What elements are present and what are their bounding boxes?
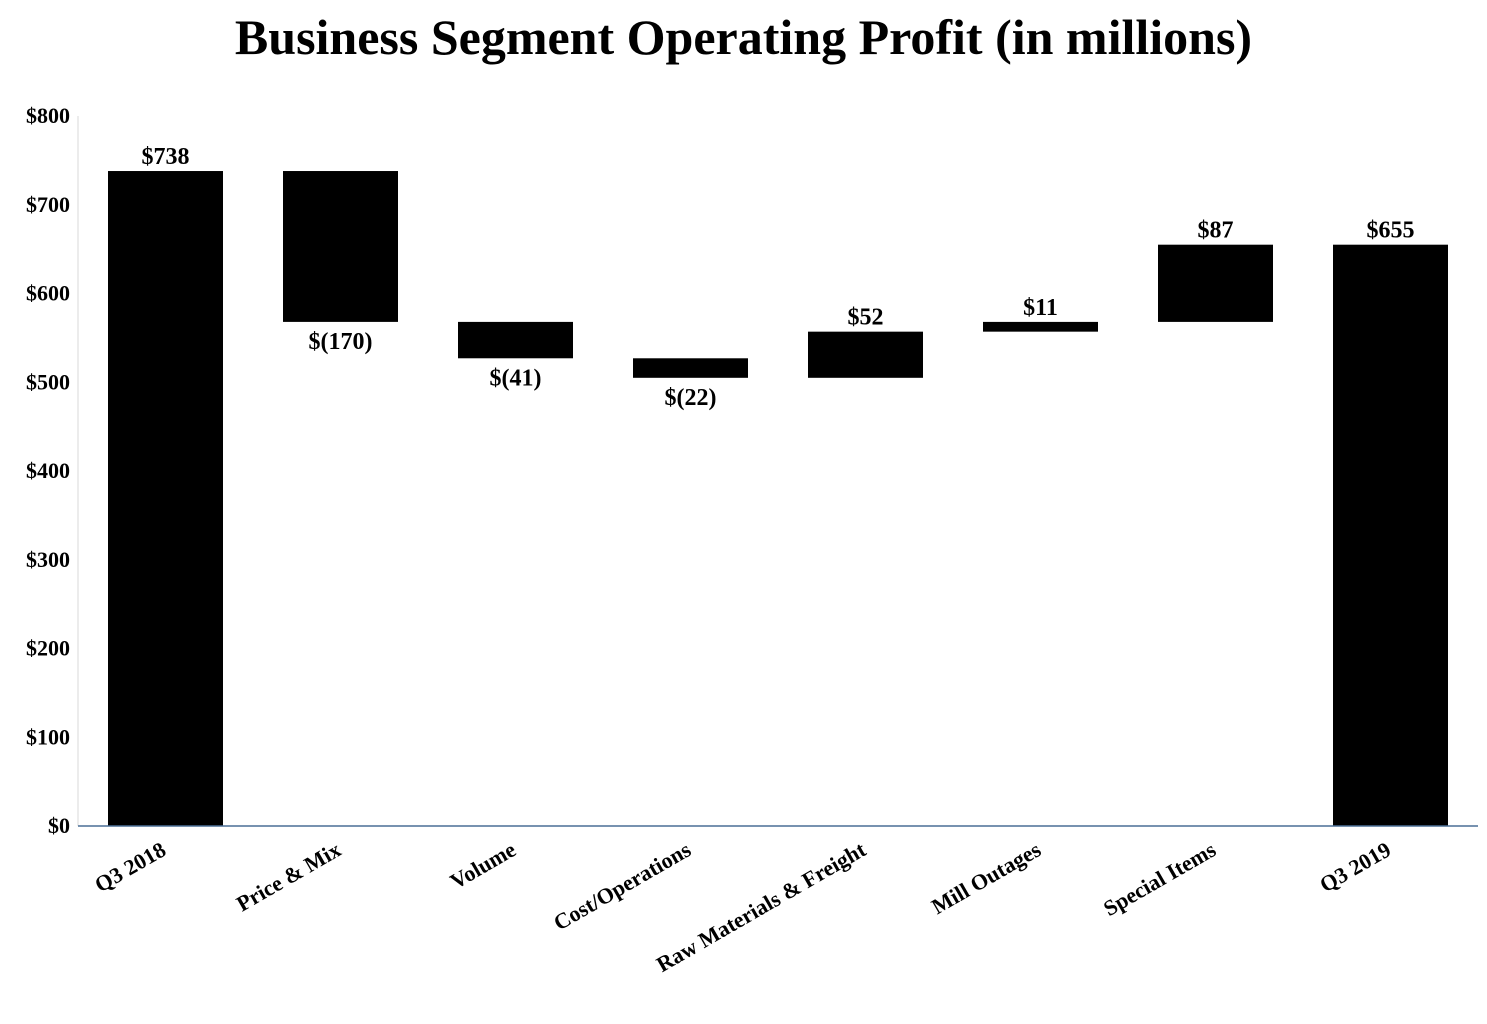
y-tick-label: $500 bbox=[26, 369, 70, 394]
x-tick-label: Mill Outages bbox=[927, 836, 1045, 919]
bar-q3-2018 bbox=[108, 171, 223, 826]
bar-q3-2019 bbox=[1333, 244, 1448, 826]
x-tick-label: Cost/Operations bbox=[549, 836, 695, 935]
y-tick-label: $100 bbox=[26, 724, 70, 749]
y-tick-label: $200 bbox=[26, 636, 70, 661]
data-label: $738 bbox=[142, 144, 190, 170]
bar-price-mix bbox=[283, 171, 398, 322]
data-label: $11 bbox=[1023, 295, 1058, 321]
y-tick-label: $0 bbox=[48, 813, 70, 838]
bar-mill-outages bbox=[983, 321, 1098, 332]
y-tick-label: $400 bbox=[26, 458, 70, 483]
x-tick-label: Price & Mix bbox=[232, 837, 345, 917]
bar-raw-materials-freight bbox=[808, 331, 923, 378]
y-tick-label: $300 bbox=[26, 547, 70, 572]
x-tick-label: Q3 2018 bbox=[90, 837, 170, 897]
data-label: $(41) bbox=[490, 365, 542, 391]
x-tick-label: Special Items bbox=[1099, 836, 1220, 921]
data-label: $87 bbox=[1198, 218, 1234, 244]
data-label: $655 bbox=[1367, 218, 1415, 244]
y-tick-label: $700 bbox=[26, 192, 70, 217]
chart-title: Business Segment Operating Profit (in mi… bbox=[234, 9, 1253, 65]
y-tick-label: $600 bbox=[26, 281, 70, 306]
data-label: $52 bbox=[848, 305, 884, 331]
y-tick-label: $800 bbox=[26, 103, 70, 128]
data-label: $(22) bbox=[665, 385, 717, 411]
bar-cost-operations bbox=[633, 358, 748, 378]
data-label: $(170) bbox=[309, 329, 373, 355]
x-tick-label: Volume bbox=[446, 837, 520, 894]
bar-volume bbox=[458, 321, 573, 359]
x-tick-label: Q3 2019 bbox=[1315, 837, 1395, 897]
bar-special-items bbox=[1158, 244, 1273, 322]
